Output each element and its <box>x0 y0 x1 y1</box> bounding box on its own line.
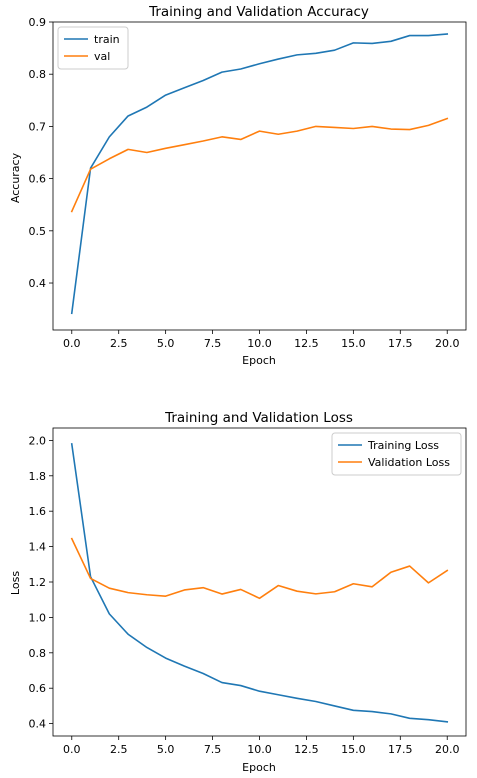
x-tick-label: 0.0 <box>63 337 81 350</box>
y-tick-label: 0.9 <box>29 16 47 29</box>
series-line-1 <box>70 537 449 600</box>
y-tick-label: 0.6 <box>29 682 47 695</box>
y-tick-label: 1.6 <box>29 505 47 518</box>
chart-title: Training and Validation Loss <box>164 410 353 426</box>
x-tick-label: 17.5 <box>388 743 413 756</box>
x-tick-label: 2.5 <box>110 337 128 350</box>
y-tick-label: 1.0 <box>29 611 47 624</box>
legend-entry: val <box>94 50 110 63</box>
legend-entry: train <box>94 33 120 46</box>
x-tick-label: 10.0 <box>247 743 272 756</box>
y-tick-label: 1.8 <box>29 470 47 483</box>
y-tick-label: 0.6 <box>29 173 47 186</box>
y-tick-label: 0.5 <box>29 225 47 238</box>
y-tick-label: 1.2 <box>29 576 47 589</box>
x-tick-label: 20.0 <box>435 337 460 350</box>
x-tick-label: 20.0 <box>435 743 460 756</box>
x-tick-label: 10.0 <box>247 337 272 350</box>
x-tick-label: 5.0 <box>157 743 175 756</box>
series-line-1 <box>70 117 449 213</box>
series-line-0 <box>70 443 449 723</box>
x-tick-label: 12.5 <box>294 337 319 350</box>
x-tick-label: 5.0 <box>157 337 175 350</box>
y-tick-label: 2.0 <box>29 434 47 447</box>
x-tick-label: 7.5 <box>204 743 222 756</box>
y-tick-label: 0.8 <box>29 647 47 660</box>
legend-box <box>331 432 462 476</box>
legend-entry: Training Loss <box>367 439 439 452</box>
loss-chart: Training and Validation Loss 0.0 2.5 5.0 7.… <box>9 410 467 774</box>
y-tick-label: 0.4 <box>29 718 47 731</box>
x-tick-label: 17.5 <box>388 337 413 350</box>
x-tick-label: 2.5 <box>110 743 128 756</box>
y-tick-label: 0.4 <box>29 277 47 290</box>
y-tick-label: 1.4 <box>29 541 47 554</box>
legend: Training Loss Validation Loss <box>331 432 462 476</box>
legend-box <box>57 26 129 70</box>
accuracy-chart: Training and Validation Accuracy 0.0 2.5 5… <box>9 4 467 367</box>
y-tick-label: 0.7 <box>29 120 47 133</box>
x-tick-label: 7.5 <box>204 337 222 350</box>
legend-entry: Validation Loss <box>368 456 450 469</box>
y-axis-label: Accuracy <box>9 152 22 203</box>
legend: train val <box>57 26 129 70</box>
x-tick-label: 12.5 <box>294 743 319 756</box>
x-axis-label: Epoch <box>242 354 276 367</box>
x-tick-label: 15.0 <box>341 337 366 350</box>
x-axis-label: Epoch <box>242 761 276 774</box>
y-tick-label: 0.8 <box>29 68 47 81</box>
plot-area: 0.0 2.5 5.0 7.5 10.0 12.5 15.0 17.5 20.0 0.4 0.6 0.… <box>29 427 467 756</box>
plot-area: 0.0 2.5 5.0 7.5 10.0 12.5 15.0 17.5 20.0 0.4 0.5 0.… <box>29 16 467 350</box>
x-tick-label: 15.0 <box>341 743 366 756</box>
y-axis-label: Loss <box>9 571 22 595</box>
x-tick-label: 0.0 <box>63 743 81 756</box>
chart-title: Training and Validation Accuracy <box>148 4 369 20</box>
series-line-0 <box>70 33 449 315</box>
